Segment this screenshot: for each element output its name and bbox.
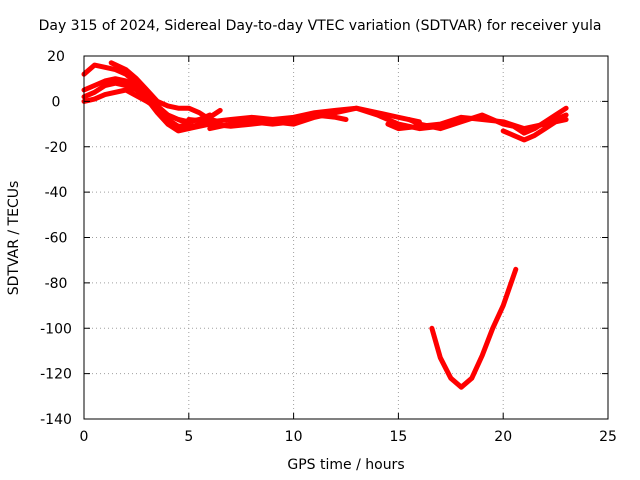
series-line-sat-e [81,87,192,127]
series-line-sat-h [207,112,349,132]
y-tick-label: 0 [52,94,61,110]
y-tick-label: 20 [47,49,65,65]
y-tick-label: -20 [45,140,68,156]
x-tick-label: 20 [494,429,512,445]
y-tick-label: -120 [40,367,72,383]
axis-ticks: 0 5 10 15 20 25 -140 -120 -100 -80 -60 -40 -20 0 20 [40,49,617,445]
x-axis-label: GPS time / hours [287,457,405,473]
chart-title: Day 315 of 2024, Sidereal Day-to-day VTE… [38,18,602,34]
series-line-sat-j [406,105,569,136]
x-tick-label: 25 [599,429,617,445]
x-tick-label: 0 [80,429,89,445]
series-line-sat-d [108,60,223,125]
x-tick-label: 15 [389,429,407,445]
y-axis-label: SDTVAR / TECUs [6,180,22,296]
x-tick-label: 10 [285,429,303,445]
y-tick-label: -140 [40,412,72,428]
series-line-sat-k [500,117,569,143]
y-tick-label: -80 [45,276,68,292]
series-line-sat-l [429,266,519,390]
y-tick-label: -100 [40,321,72,337]
y-tick-label: -40 [45,185,68,201]
series-layer [81,60,569,390]
y-tick-label: -60 [45,231,68,247]
x-tick-label: 5 [184,429,193,445]
